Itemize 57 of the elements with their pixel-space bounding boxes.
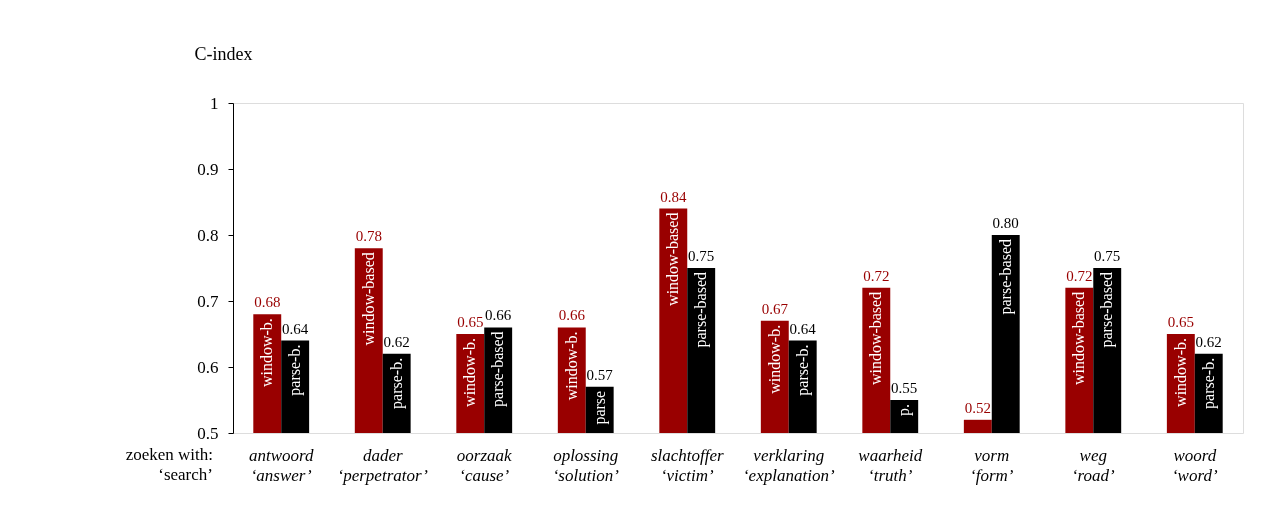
x-tick-label: slachtoffer ‘victim’ <box>650 445 724 485</box>
data-label: 0.62 <box>383 333 410 350</box>
annotation: window-based <box>867 291 885 386</box>
x-tick-label: oorzaak ‘cause’ <box>456 445 513 485</box>
y-tick-label: 0.7 <box>197 291 219 311</box>
annotation: parse-based <box>692 272 711 348</box>
data-label: 0.78 <box>355 228 382 245</box>
annotation: parse-based <box>1098 272 1117 348</box>
annotation: window-b. <box>461 338 479 407</box>
annotation: window-b. <box>258 318 276 388</box>
data-label: 0.55 <box>891 380 918 396</box>
annotation: window-based <box>664 212 682 306</box>
x-tick-label: dader ‘perpetrator’ <box>337 445 429 485</box>
annotation: window-based <box>1070 291 1088 386</box>
data-label: 0.66 <box>485 307 512 324</box>
annotation: parse-b. <box>793 344 812 396</box>
annotation: p. <box>895 404 914 416</box>
data-label: 0.75 <box>1094 248 1121 264</box>
data-label: 0.75 <box>688 248 715 264</box>
annotation: parse-based <box>996 239 1015 315</box>
x-tick-label: oplossing ‘solution’ <box>552 445 620 485</box>
data-label: 0.65 <box>1167 314 1194 330</box>
data-label: 0.80 <box>992 215 1019 231</box>
data-label: 0.72 <box>1066 267 1093 284</box>
x-tick-label: weg ‘road’ <box>1071 445 1116 485</box>
data-label: 0.84 <box>660 188 687 205</box>
annotation: parse-b. <box>1199 357 1218 409</box>
data-label: 0.52 <box>964 399 991 416</box>
data-label: 0.68 <box>254 294 281 311</box>
annotation: parse-b. <box>286 344 305 396</box>
annotation: parse <box>590 390 609 425</box>
data-label: 0.62 <box>1195 333 1222 350</box>
y-tick-label: 0.9 <box>197 159 219 179</box>
annotation: window-based <box>359 252 377 346</box>
data-label: 0.64 <box>789 320 817 337</box>
annotation: window-b. <box>562 331 580 401</box>
y-tick-label: 0.8 <box>197 225 219 245</box>
data-label: 0.64 <box>282 320 309 337</box>
x-tick-label: woord ‘word’ <box>1171 445 1218 485</box>
x-tick-label: waarheid ‘truth’ <box>858 445 923 485</box>
data-label: 0.65 <box>457 314 484 330</box>
x-tick-label: vorm ‘form’ <box>970 445 1014 485</box>
y-tick-label: 0.6 <box>197 357 219 377</box>
annotation: parse-b. <box>387 357 406 409</box>
y-tick-label: 1 <box>210 93 219 113</box>
x-tick-label: verklaring ‘explanation’ <box>742 445 835 485</box>
data-label: 0.66 <box>558 307 586 324</box>
data-label: 0.57 <box>586 366 614 383</box>
data-label: 0.67 <box>761 300 789 317</box>
annotation: parse-based <box>489 331 508 407</box>
y-tick-label: 0.5 <box>197 423 219 443</box>
x-tick-label: antwoord ‘answer’ <box>248 445 314 485</box>
text: zoeken with: ‘search’ <box>125 445 213 484</box>
annotation: window-b. <box>765 324 783 394</box>
annotation: window-b. <box>1171 338 1189 407</box>
y-axis-title: C-index <box>194 43 253 64</box>
data-label: 0.72 <box>863 267 890 284</box>
